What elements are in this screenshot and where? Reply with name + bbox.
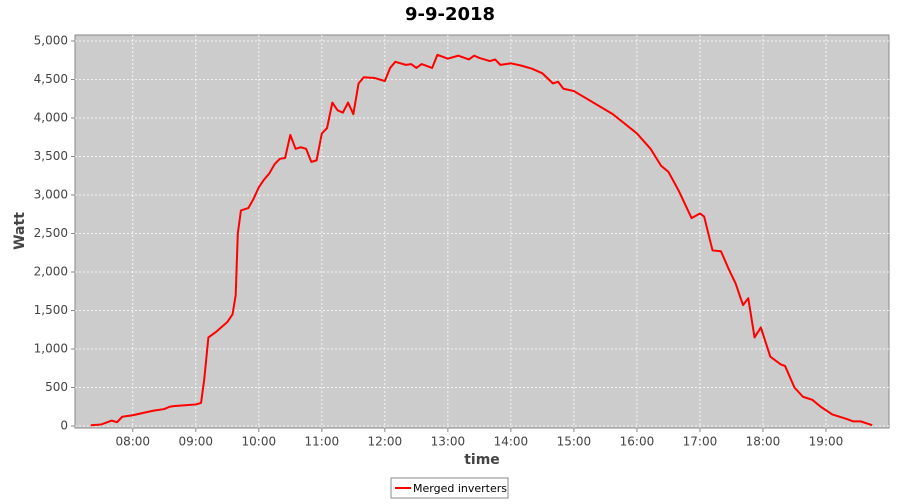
y-axis-label: Watt — [12, 212, 28, 250]
x-tick-label: 18:00 — [746, 435, 781, 449]
legend-label: Merged inverters — [413, 482, 507, 495]
x-tick-label: 16:00 — [620, 435, 655, 449]
x-tick-label: 14:00 — [494, 435, 529, 449]
y-tick-label: 2,000 — [34, 265, 68, 279]
data-line — [90, 53, 873, 427]
x-tick-label: 10:00 — [242, 435, 277, 449]
x-axis-label: time — [464, 452, 500, 468]
y-tick-label: 0 — [60, 418, 68, 432]
y-tick-label: 3,000 — [34, 188, 68, 202]
x-tick-label: 11:00 — [305, 435, 340, 449]
x-tick-label: 12:00 — [368, 435, 403, 449]
x-tick-label: 08:00 — [115, 435, 150, 449]
x-tick-label: 13:00 — [431, 435, 466, 449]
x-tick-label: 19:00 — [809, 435, 844, 449]
x-tick-label: 17:00 — [683, 435, 718, 449]
y-tick-label: 500 — [45, 380, 68, 394]
y-tick-label: 4,500 — [34, 72, 68, 86]
y-tick-label: 2,500 — [34, 226, 68, 240]
plot-area — [74, 34, 890, 429]
x-tick-label: 15:00 — [557, 435, 592, 449]
y-tick-label: 3,500 — [34, 149, 68, 163]
y-tick-label: 1,000 — [34, 341, 68, 355]
y-tick-label: 5,000 — [34, 34, 68, 48]
x-tick-label: 09:00 — [178, 435, 213, 449]
y-tick-label: 4,000 — [34, 111, 68, 125]
legend-box — [390, 477, 509, 499]
y-tick-label: 1,500 — [34, 303, 68, 317]
chart-title: 9-9-2018 — [405, 4, 495, 25]
